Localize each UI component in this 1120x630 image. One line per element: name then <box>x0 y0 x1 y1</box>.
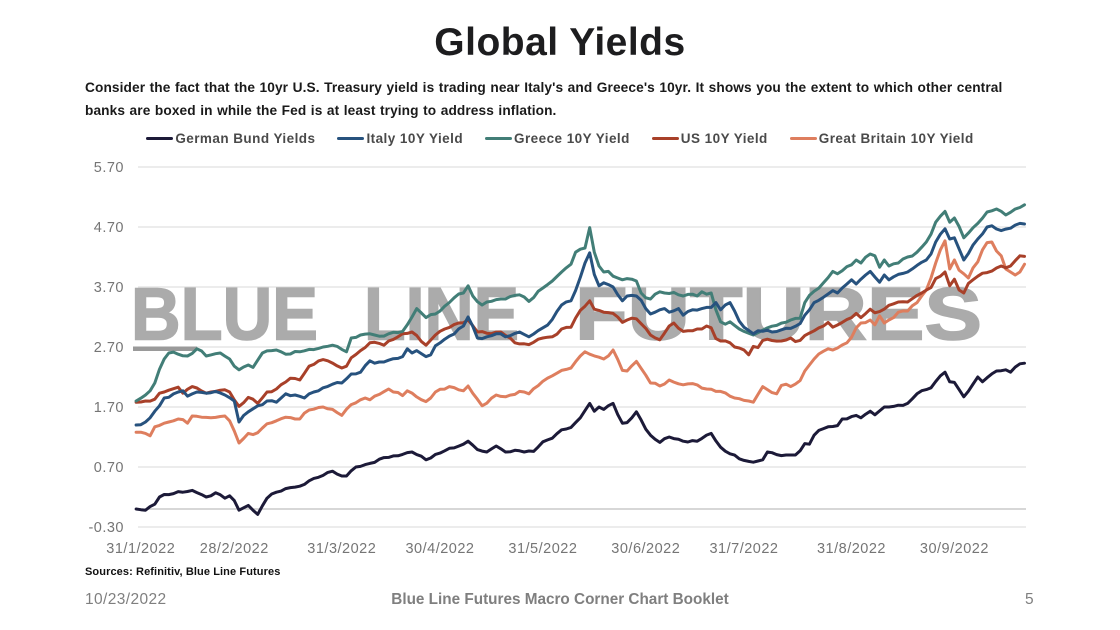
svg-text:0.70: 0.70 <box>94 460 124 476</box>
svg-text:31/7/2022: 31/7/2022 <box>709 541 778 557</box>
svg-text:31/1/2022: 31/1/2022 <box>106 541 175 557</box>
svg-text:5.70: 5.70 <box>94 160 124 176</box>
svg-text:30/6/2022: 30/6/2022 <box>611 541 680 557</box>
svg-text:30/4/2022: 30/4/2022 <box>405 541 474 557</box>
svg-text:-0.30: -0.30 <box>88 520 124 536</box>
svg-text:3.70: 3.70 <box>94 280 124 296</box>
svg-text:1.70: 1.70 <box>94 400 124 416</box>
svg-text:2.70: 2.70 <box>94 340 124 356</box>
svg-text:31/5/2022: 31/5/2022 <box>508 541 577 557</box>
svg-text:30/9/2022: 30/9/2022 <box>920 541 989 557</box>
svg-text:28/2/2022: 28/2/2022 <box>200 541 269 557</box>
svg-text:FUTURES: FUTURES <box>575 273 982 356</box>
svg-text:BLUE: BLUE <box>131 273 318 356</box>
svg-text:31/3/2022: 31/3/2022 <box>307 541 376 557</box>
svg-text:31/8/2022: 31/8/2022 <box>817 541 886 557</box>
svg-text:4.70: 4.70 <box>94 220 124 236</box>
